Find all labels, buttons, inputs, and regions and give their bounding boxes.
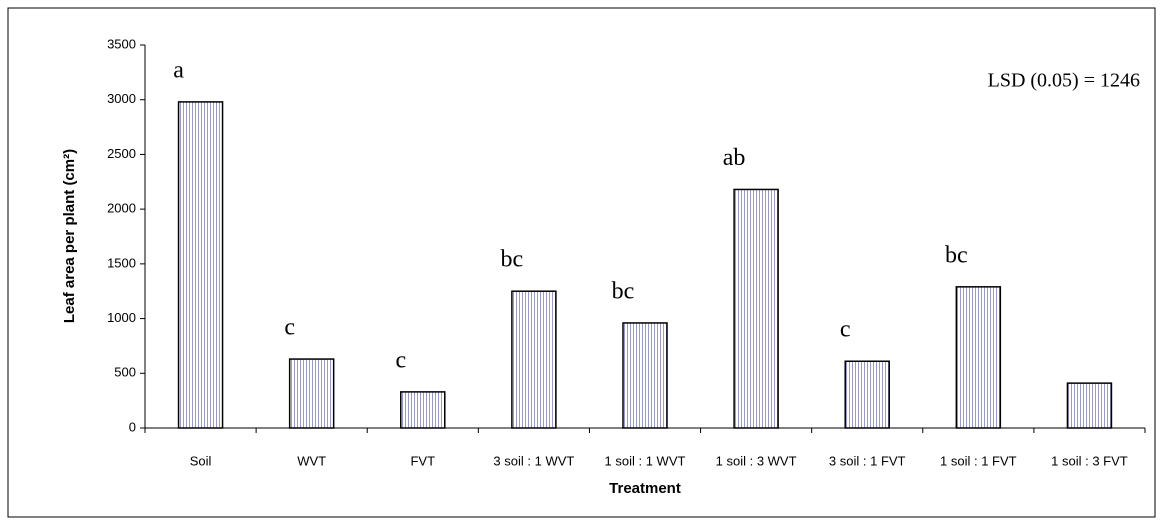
x-tick-label: 1 soil : 3 FVT: [1051, 453, 1128, 468]
y-axis-label: Leaf area per plant (cm²): [61, 149, 78, 323]
y-tick-label: 1500: [107, 255, 136, 270]
annotation: LSD (0.05) = 1246: [988, 70, 1140, 92]
bar: [1066, 382, 1113, 429]
bar: [400, 391, 446, 429]
bar: [177, 101, 224, 429]
x-tick-label: 3 soil : 1 FVT: [829, 453, 906, 468]
x-tick-label: 1 soil : 1 FVT: [940, 453, 1017, 468]
x-tick-label: 3 soil : 1 WVT: [493, 453, 574, 468]
bar: [844, 360, 890, 429]
bar: [288, 358, 335, 429]
bar: [511, 290, 557, 429]
bar: [955, 286, 1002, 429]
x-tick-label: WVT: [297, 453, 326, 468]
y-tick-label: 0: [129, 419, 136, 434]
x-axis-label: Treatment: [609, 480, 681, 497]
x-tick-label: 1 soil : 3 WVT: [716, 453, 797, 468]
bar: [733, 188, 779, 429]
y-tick-label: 500: [114, 365, 136, 380]
y-tick-label: 2000: [107, 201, 136, 216]
x-tick-label: 1 soil : 1 WVT: [605, 453, 686, 468]
data-label: a: [173, 57, 184, 83]
y-tick-label: 3500: [107, 36, 136, 51]
data-label: bc: [612, 278, 635, 304]
data-label: ab: [723, 145, 746, 171]
y-tick-label: 3000: [107, 91, 136, 106]
data-label: c: [395, 347, 406, 373]
bar: [622, 322, 668, 429]
data-label: c: [284, 315, 295, 341]
data-label: bc: [945, 242, 968, 268]
y-tick-label: 2500: [107, 146, 136, 161]
y-tick-label: 1000: [107, 310, 136, 325]
data-label: c: [840, 317, 851, 343]
x-tick-label: Soil: [190, 453, 212, 468]
x-tick-label: FVT: [410, 453, 435, 468]
data-label: bc: [501, 247, 524, 273]
chart-border: [7, 7, 1156, 518]
